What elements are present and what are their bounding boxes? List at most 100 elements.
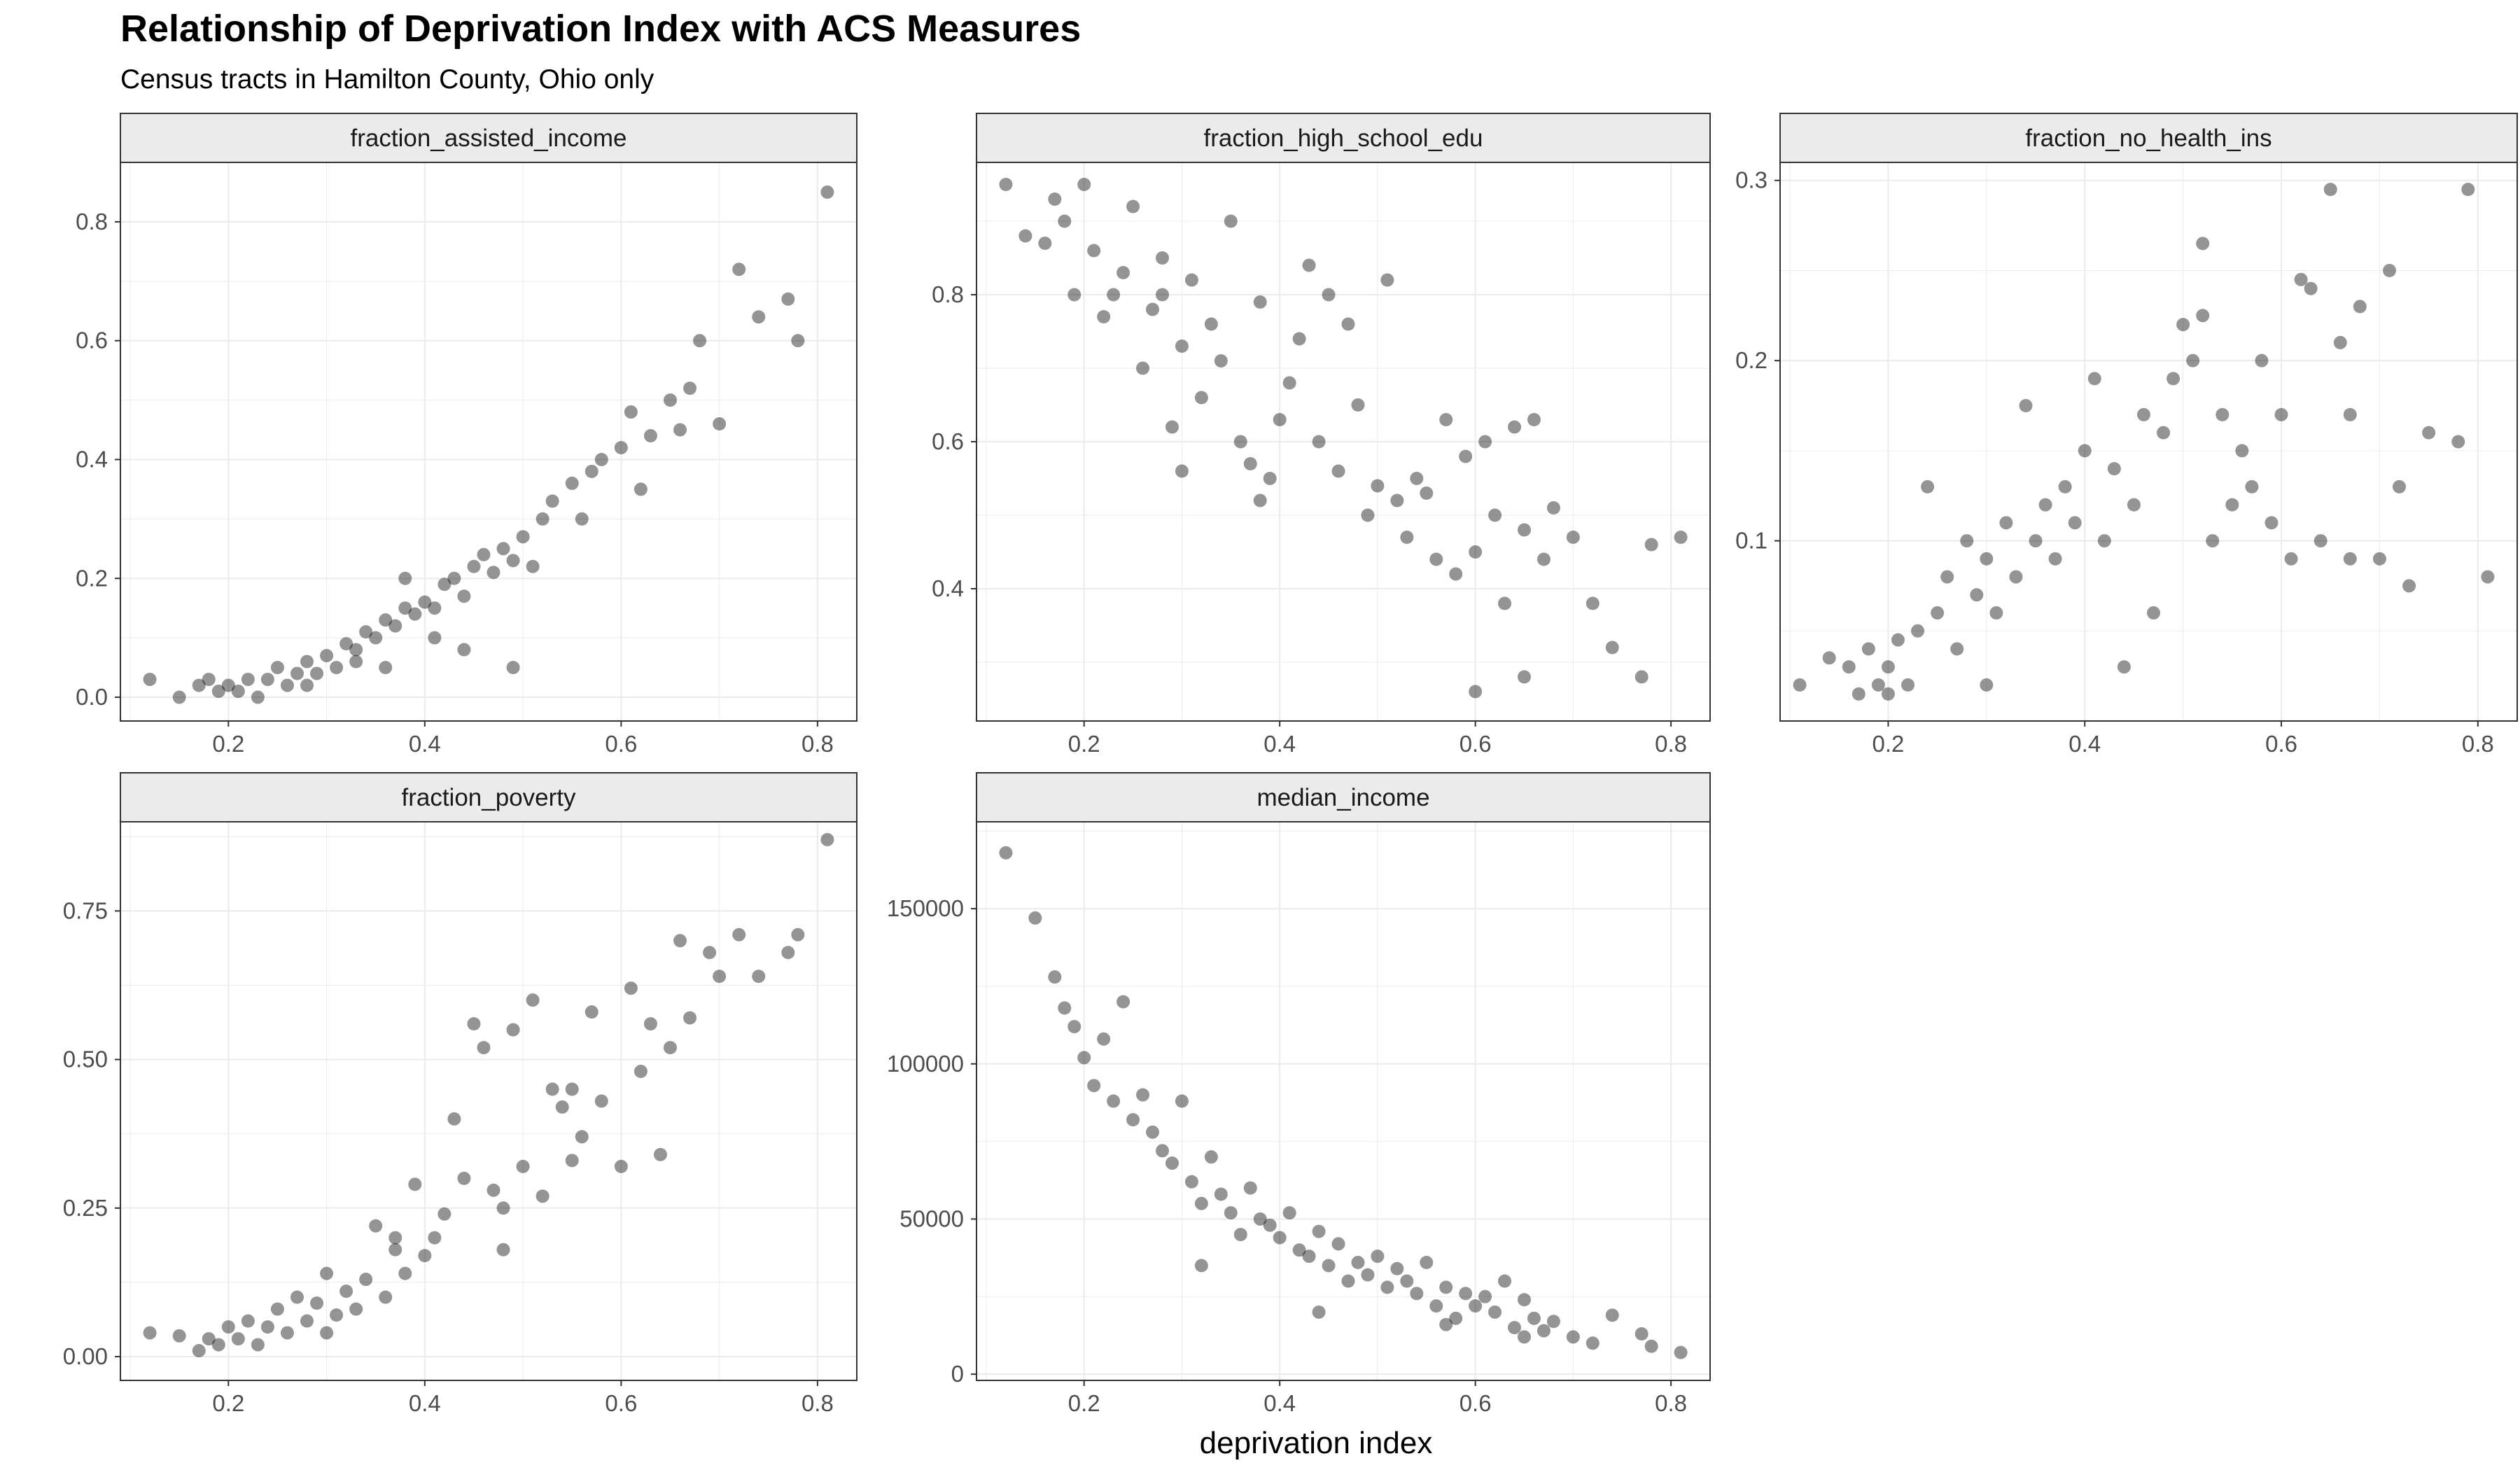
data-point <box>1361 508 1375 522</box>
data-point <box>1527 413 1541 426</box>
panel-fraction-no-health-ins: fraction_no_health_ins 0.2 0.4 0.6 0.8 0.1 0.2… <box>1735 113 2518 757</box>
data-point <box>300 654 314 668</box>
data-point <box>379 1290 393 1304</box>
data-point <box>241 1314 255 1328</box>
data-point <box>2481 570 2495 584</box>
data-point <box>408 1177 422 1191</box>
data-point <box>732 927 746 941</box>
data-point <box>1253 1212 1267 1226</box>
data-point <box>1058 214 1072 228</box>
data-point <box>1536 552 1550 566</box>
data-point <box>820 185 834 199</box>
data-point <box>1439 1317 1453 1331</box>
x-tick-label: 0.6 <box>605 731 637 757</box>
data-point <box>1126 1113 1140 1127</box>
data-point <box>388 1242 402 1256</box>
facet-label: median_income <box>1256 784 1429 811</box>
data-point <box>1233 1228 1247 1242</box>
data-point <box>1175 1094 1189 1108</box>
data-point <box>359 1273 373 1287</box>
data-point <box>1842 660 1856 674</box>
data-point <box>2245 479 2259 493</box>
data-point <box>388 619 402 633</box>
panel-fraction-poverty: fraction_poverty 0.2 0.4 0.6 0.8 0.00 0.25 0.50… <box>63 772 858 1416</box>
data-point <box>2255 354 2269 368</box>
data-point <box>1980 678 1994 692</box>
data-point <box>1518 523 1532 537</box>
data-point <box>1400 1274 1414 1288</box>
data-point <box>683 1011 697 1025</box>
data-point <box>1566 531 1580 544</box>
data-point <box>1921 479 1935 493</box>
data-point <box>1851 687 1865 701</box>
x-tick-label: 0.4 <box>1264 1390 1296 1416</box>
data-point <box>1292 1243 1306 1257</box>
data-point <box>1136 361 1150 375</box>
data-point <box>1175 340 1189 353</box>
data-point <box>1214 1187 1228 1201</box>
data-point <box>1478 435 1492 449</box>
data-point <box>1970 588 1984 602</box>
data-point <box>2166 372 2180 386</box>
data-point <box>192 1344 206 1358</box>
data-point <box>2147 606 2161 620</box>
data-point <box>1400 531 1414 544</box>
data-point <box>2235 444 2249 458</box>
x-tick-label: 0.8 <box>802 1390 834 1416</box>
data-point <box>251 690 265 704</box>
data-point <box>614 440 628 454</box>
x-tick-label: 0.2 <box>212 1390 244 1416</box>
data-point <box>2038 498 2052 512</box>
data-point <box>1302 258 1316 272</box>
data-point <box>428 1231 442 1245</box>
data-point <box>575 512 589 526</box>
data-point <box>2372 552 2386 566</box>
y-tick-label: 0.3 <box>1735 167 1768 193</box>
x-tick-label: 0.2 <box>1872 731 1905 757</box>
data-point <box>1312 1224 1326 1238</box>
data-point <box>2048 552 2062 566</box>
data-point <box>2127 498 2141 512</box>
data-point <box>1184 273 1198 287</box>
data-point <box>1586 596 1600 610</box>
x-tick-label: 0.8 <box>802 731 834 757</box>
data-point <box>1410 472 1424 485</box>
facet-label: fraction_poverty <box>401 784 576 811</box>
y-tick-label: 0.8 <box>932 281 964 307</box>
data-point <box>447 571 461 585</box>
data-point <box>643 1017 657 1031</box>
data-point <box>2304 281 2318 295</box>
data-point <box>565 1154 579 1168</box>
data-point <box>496 542 510 556</box>
data-point <box>260 673 274 687</box>
data-point <box>231 1332 245 1346</box>
data-point <box>320 1326 334 1340</box>
data-point <box>1204 1150 1218 1164</box>
chart-subtitle: Census tracts in Hamilton County, Ohio o… <box>120 64 654 94</box>
x-tick-label: 0.4 <box>409 731 441 757</box>
data-point <box>1518 1330 1532 1344</box>
data-point <box>290 666 304 680</box>
y-tick-label: 0.75 <box>63 897 108 923</box>
data-point <box>1136 1088 1150 1102</box>
y-tick-label: 0.4 <box>76 446 108 472</box>
data-point <box>1420 1256 1434 1270</box>
data-point <box>2225 498 2239 512</box>
data-point <box>1634 670 1648 684</box>
data-point <box>526 559 540 573</box>
data-point <box>398 601 412 615</box>
data-point <box>270 661 284 675</box>
data-point <box>359 625 373 639</box>
data-point <box>545 494 559 508</box>
data-point <box>1861 642 1875 656</box>
data-point <box>1233 435 1247 449</box>
data-point <box>2117 660 2131 674</box>
data-point <box>565 1082 579 1096</box>
data-point <box>2206 534 2220 548</box>
data-point <box>999 846 1013 860</box>
data-point <box>300 678 314 692</box>
data-point <box>1282 376 1296 390</box>
data-point <box>545 1082 559 1096</box>
data-point <box>1224 214 1238 228</box>
data-point <box>683 382 697 396</box>
